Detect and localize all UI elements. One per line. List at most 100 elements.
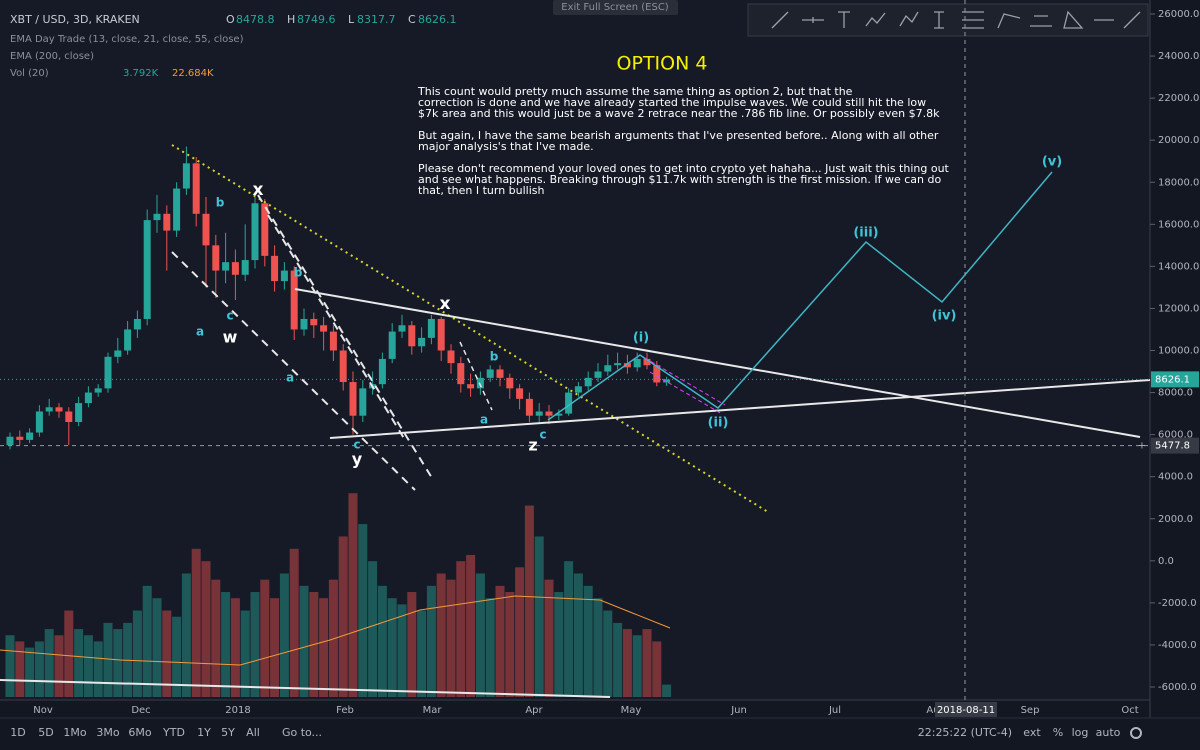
volume-bar [475, 573, 485, 697]
volume-bar [319, 598, 329, 697]
candle-body [133, 318, 141, 330]
wave-label: c [539, 428, 546, 442]
tool-icon[interactable] [802, 17, 824, 23]
candle-body [604, 365, 612, 372]
range-button[interactable]: 6Mo [128, 726, 151, 739]
volume-bar [642, 629, 652, 697]
annotation-line: Please don't recommend your loved ones t… [418, 162, 950, 175]
volume-bar [573, 573, 583, 697]
tool-icon[interactable] [997, 13, 1021, 29]
candle-body [65, 411, 73, 423]
range-button[interactable]: 5D [38, 726, 53, 739]
last-price-label: 8626.1 [1155, 374, 1190, 385]
tool-icon[interactable] [1030, 15, 1052, 27]
volume-bar [544, 579, 554, 697]
wave-label: z [528, 436, 537, 455]
candle-body [349, 382, 357, 416]
trendline [294, 288, 1141, 438]
volume-bar [338, 536, 348, 697]
indicator-label[interactable]: Vol (20) [10, 68, 49, 79]
settings-button[interactable] [1130, 727, 1142, 739]
x-tick-label: Apr [525, 705, 543, 716]
indicator-label[interactable]: EMA (200, close) [10, 51, 94, 62]
tool-icon[interactable] [838, 11, 850, 28]
range-button[interactable]: 5Y [221, 726, 235, 739]
option-button[interactable]: ext [1023, 726, 1041, 739]
volume-bar [358, 524, 368, 697]
range-button[interactable]: 1Y [197, 726, 211, 739]
range-button[interactable]: 1Mo [63, 726, 86, 739]
symbol[interactable]: XBT / USD, 3D, KRAKEN [10, 13, 140, 26]
volume-bar [348, 493, 358, 697]
candle-body [565, 392, 573, 414]
annotation-line: major analysis's that I've made. [418, 140, 594, 153]
volume-bar [524, 505, 534, 697]
tool-icon[interactable] [962, 11, 984, 29]
volume-value: 3.792K [123, 68, 159, 79]
candle-body [545, 411, 553, 416]
volume-bar [328, 579, 338, 697]
volume-bar [93, 641, 103, 697]
range-button[interactable]: YTD [162, 726, 185, 739]
volume-bar [142, 585, 152, 697]
candle-body [290, 270, 298, 330]
volume-bar [181, 573, 191, 697]
candle-body [555, 413, 563, 416]
wave-label: y [352, 450, 363, 469]
wave-label: (i) [633, 331, 649, 346]
wave-label: w [223, 328, 238, 347]
ohlc-value: 8478.8 [236, 13, 275, 26]
indicator-label[interactable]: EMA Day Trade (13, close, 21, close, 55,… [10, 34, 244, 45]
candle-body [614, 363, 622, 366]
y-tick-label: 12000.0 [1158, 303, 1199, 314]
tool-icon[interactable] [1063, 10, 1084, 29]
volume-bar [652, 641, 662, 697]
exit-full-screen-button[interactable] [553, 0, 678, 15]
option-button[interactable]: auto [1096, 726, 1121, 739]
range-button[interactable]: All [246, 726, 260, 739]
ohlc-key: O [226, 13, 235, 26]
annotation-line: But again, I have the same bearish argum… [418, 129, 939, 142]
volume-bar [632, 635, 642, 697]
option-button[interactable]: log [1072, 726, 1089, 739]
candle-body [114, 350, 122, 357]
wave-label: b [294, 266, 303, 280]
y-tick-label: 26000.0 [1158, 9, 1199, 20]
candle-body [594, 371, 602, 378]
volume-bar [270, 598, 280, 697]
tool-icon[interactable] [899, 11, 919, 27]
candle-body [320, 325, 328, 332]
tool-icon[interactable] [1123, 11, 1141, 29]
volume-ma [0, 595, 671, 666]
volume-bar [613, 622, 623, 697]
volume-bar [15, 641, 25, 697]
tool-icon[interactable] [771, 11, 789, 29]
range-button[interactable]: 1D [10, 726, 25, 739]
range-button[interactable]: 3Mo [96, 726, 119, 739]
volume-bar [230, 598, 240, 697]
volume-bar [279, 573, 289, 697]
candle-body [516, 388, 524, 399]
crosshair-price-label: 5477.8 [1155, 441, 1190, 452]
y-tick-label: 16000.0 [1158, 219, 1199, 230]
option-button[interactable]: % [1053, 726, 1063, 739]
candle-body [623, 363, 631, 368]
crosshair-date-box [935, 702, 997, 717]
range-button[interactable]: Go to... [282, 726, 322, 739]
volume-bar [407, 592, 417, 697]
volume-bar [221, 592, 231, 697]
candle-body [153, 213, 161, 221]
candle-body [525, 398, 533, 416]
tool-icon[interactable] [934, 11, 944, 29]
candle-body [231, 262, 239, 275]
candle-body [75, 403, 83, 423]
volume-bar [583, 585, 593, 697]
candle-body [271, 255, 279, 282]
volume-bar [397, 604, 407, 697]
wave-label: x [440, 294, 451, 314]
wave-label: b [216, 196, 225, 210]
tool-icon[interactable] [865, 12, 886, 27]
volume-bar [34, 641, 44, 697]
wave-label: (iv) [932, 309, 957, 324]
wave-label: (v) [1042, 155, 1062, 170]
